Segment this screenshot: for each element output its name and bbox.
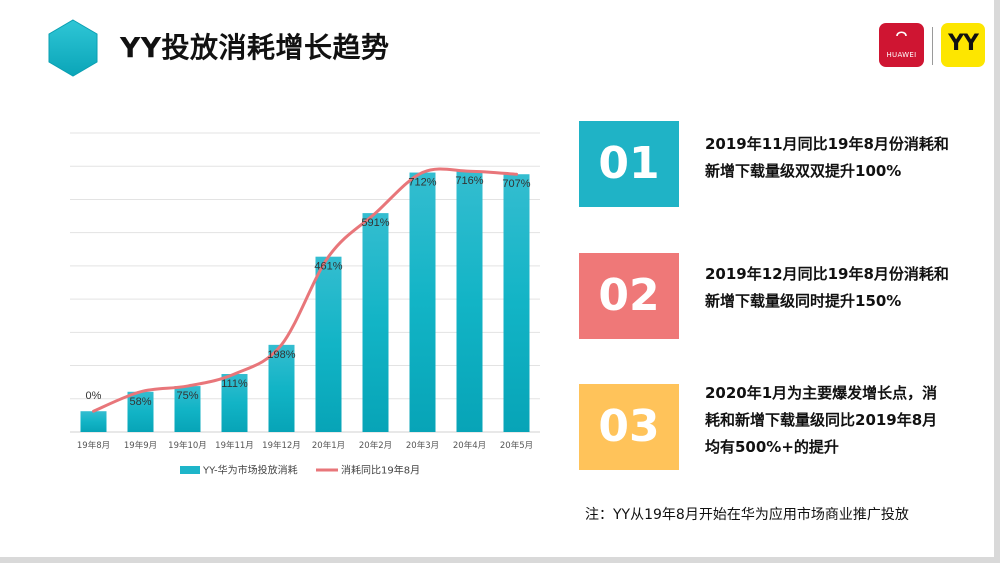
card-text-line: 耗和新增下载量级同比2019年8月 <box>705 411 938 429</box>
card-text-line: 新增下载量级双双提升100% <box>705 162 902 180</box>
card-text-line: 均有500%+的提升 <box>705 438 839 456</box>
x-tick-label: 20年5月 <box>500 440 533 451</box>
card-number-1: 01 <box>579 121 679 207</box>
card-number-3: 03 <box>579 384 679 470</box>
bar <box>315 256 342 432</box>
x-tick-label: 19年12月 <box>262 440 301 451</box>
huawei-logo-text: HUAWEI <box>886 51 917 59</box>
huawei-logo: HUAWEI <box>879 23 924 67</box>
card-text-2: 2019年12月同比19年8月份消耗和 新增下载量级同时提升150% <box>705 261 975 315</box>
legend-swatch-bar <box>180 466 200 474</box>
x-tick-label: 19年9月 <box>124 440 157 451</box>
legend-label-line: 消耗同比19年8月 <box>341 464 420 477</box>
data-label: 0% <box>86 390 102 402</box>
data-label: 111% <box>221 378 248 390</box>
legend-label-bar: YY-华为市场投放消耗 <box>202 464 298 477</box>
x-tick-label: 20年1月 <box>312 440 345 451</box>
bar <box>456 171 483 432</box>
right-border <box>994 0 1000 563</box>
card-text-1: 2019年11月同比19年8月份消耗和 新增下载量级双双提升100% <box>705 131 975 185</box>
bar <box>409 172 436 432</box>
data-label: 712% <box>408 177 436 189</box>
bar <box>362 213 389 432</box>
bar <box>127 391 154 432</box>
x-tick-label: 20年2月 <box>359 440 392 451</box>
bar <box>268 344 295 432</box>
x-tick-label: 19年11月 <box>215 440 254 451</box>
yy-logo: YY <box>941 23 985 67</box>
bottom-border <box>0 557 1000 563</box>
data-label: 716% <box>455 175 483 187</box>
data-label: 58% <box>129 396 151 408</box>
yy-logo-text: YY <box>948 31 979 56</box>
card-text-line: 新增下载量级同时提升150% <box>705 292 902 310</box>
card-text-line: 2020年1月为主要爆发增长点，消 <box>705 384 938 402</box>
data-label: 461% <box>314 261 342 273</box>
data-label: 198% <box>267 349 295 361</box>
card-number-2: 02 <box>579 253 679 339</box>
bar <box>80 411 107 432</box>
bar <box>503 174 530 432</box>
logo-separator <box>932 27 933 65</box>
card-text-line: 2019年11月同比19年8月份消耗和 <box>705 135 949 153</box>
data-label: 591% <box>361 217 389 229</box>
series-line <box>92 167 518 413</box>
bar <box>174 386 201 432</box>
bar <box>221 374 248 432</box>
data-label: 707% <box>502 178 530 190</box>
card-text-line: 2019年12月同比19年8月份消耗和 <box>705 265 949 283</box>
card-text-3: 2020年1月为主要爆发增长点，消 耗和新增下载量级同比2019年8月 均有500%… <box>705 380 975 461</box>
x-tick-label: 20年4月 <box>453 440 486 451</box>
bar-line-chart: 0% 58% 75% 111% 198% 461% 591% 712% 716% 707% 19年… <box>70 132 540 477</box>
page-title: YY投放消耗增长趋势 <box>120 31 390 64</box>
shopping-bag-icon <box>896 31 907 37</box>
footnote: 注：YY从19年8月开始在华为应用市场商业推广投放 <box>585 507 909 523</box>
x-tick-label: 19年8月 <box>77 440 110 451</box>
hexagon-icon <box>48 19 98 77</box>
data-label: 75% <box>176 390 198 402</box>
x-tick-label: 20年3月 <box>406 440 439 451</box>
x-tick-label: 19年10月 <box>168 440 207 451</box>
